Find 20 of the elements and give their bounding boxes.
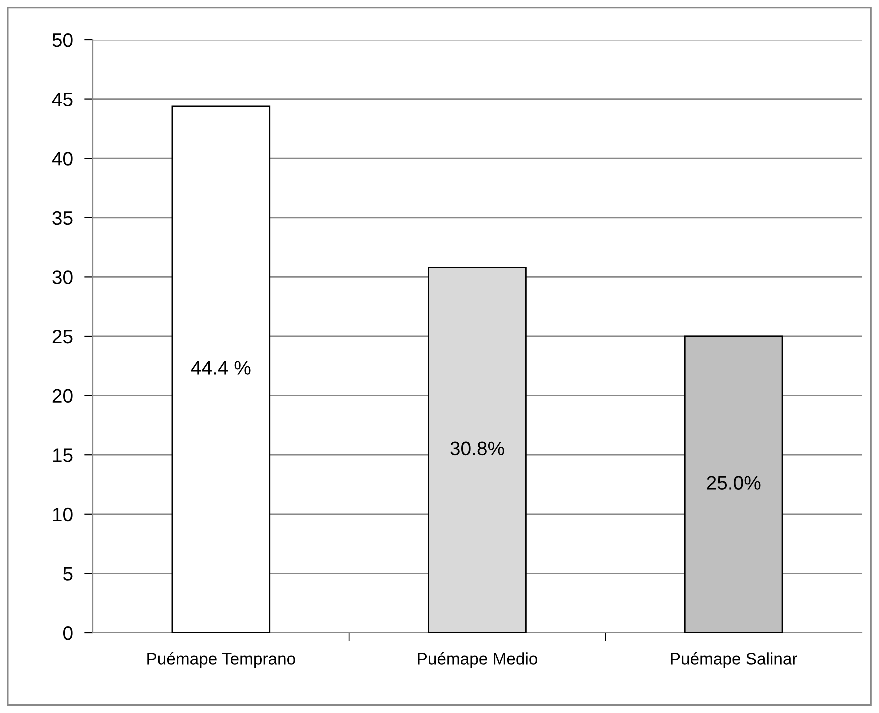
data-label: 25.0% (707, 476, 761, 490)
y-tick-label: 45 (52, 92, 73, 107)
y-tick-label: 0 (64, 626, 73, 640)
x-tick-label: Puémape Temprano (148, 652, 296, 668)
y-tick-label: 35 (52, 211, 73, 226)
data-label: 30.8% (450, 442, 504, 456)
bar (428, 267, 527, 633)
y-tick-label: 20 (52, 389, 73, 404)
y-tick-label: 25 (52, 330, 73, 344)
x-tick-label: Puémape Salinar (671, 652, 798, 668)
y-tick-label: 30 (52, 270, 73, 284)
y-tick-label: 10 (53, 508, 73, 522)
data-label: 44.4 % (191, 361, 251, 375)
y-tick-label: 5 (64, 567, 73, 581)
x-tick-label: Puémape Medio (418, 652, 538, 668)
y-tick-label: 50 (52, 33, 73, 48)
y-tick-label: 15 (53, 448, 73, 462)
bar (684, 336, 784, 633)
y-tick-label: 40 (52, 152, 73, 166)
bar (172, 106, 271, 633)
